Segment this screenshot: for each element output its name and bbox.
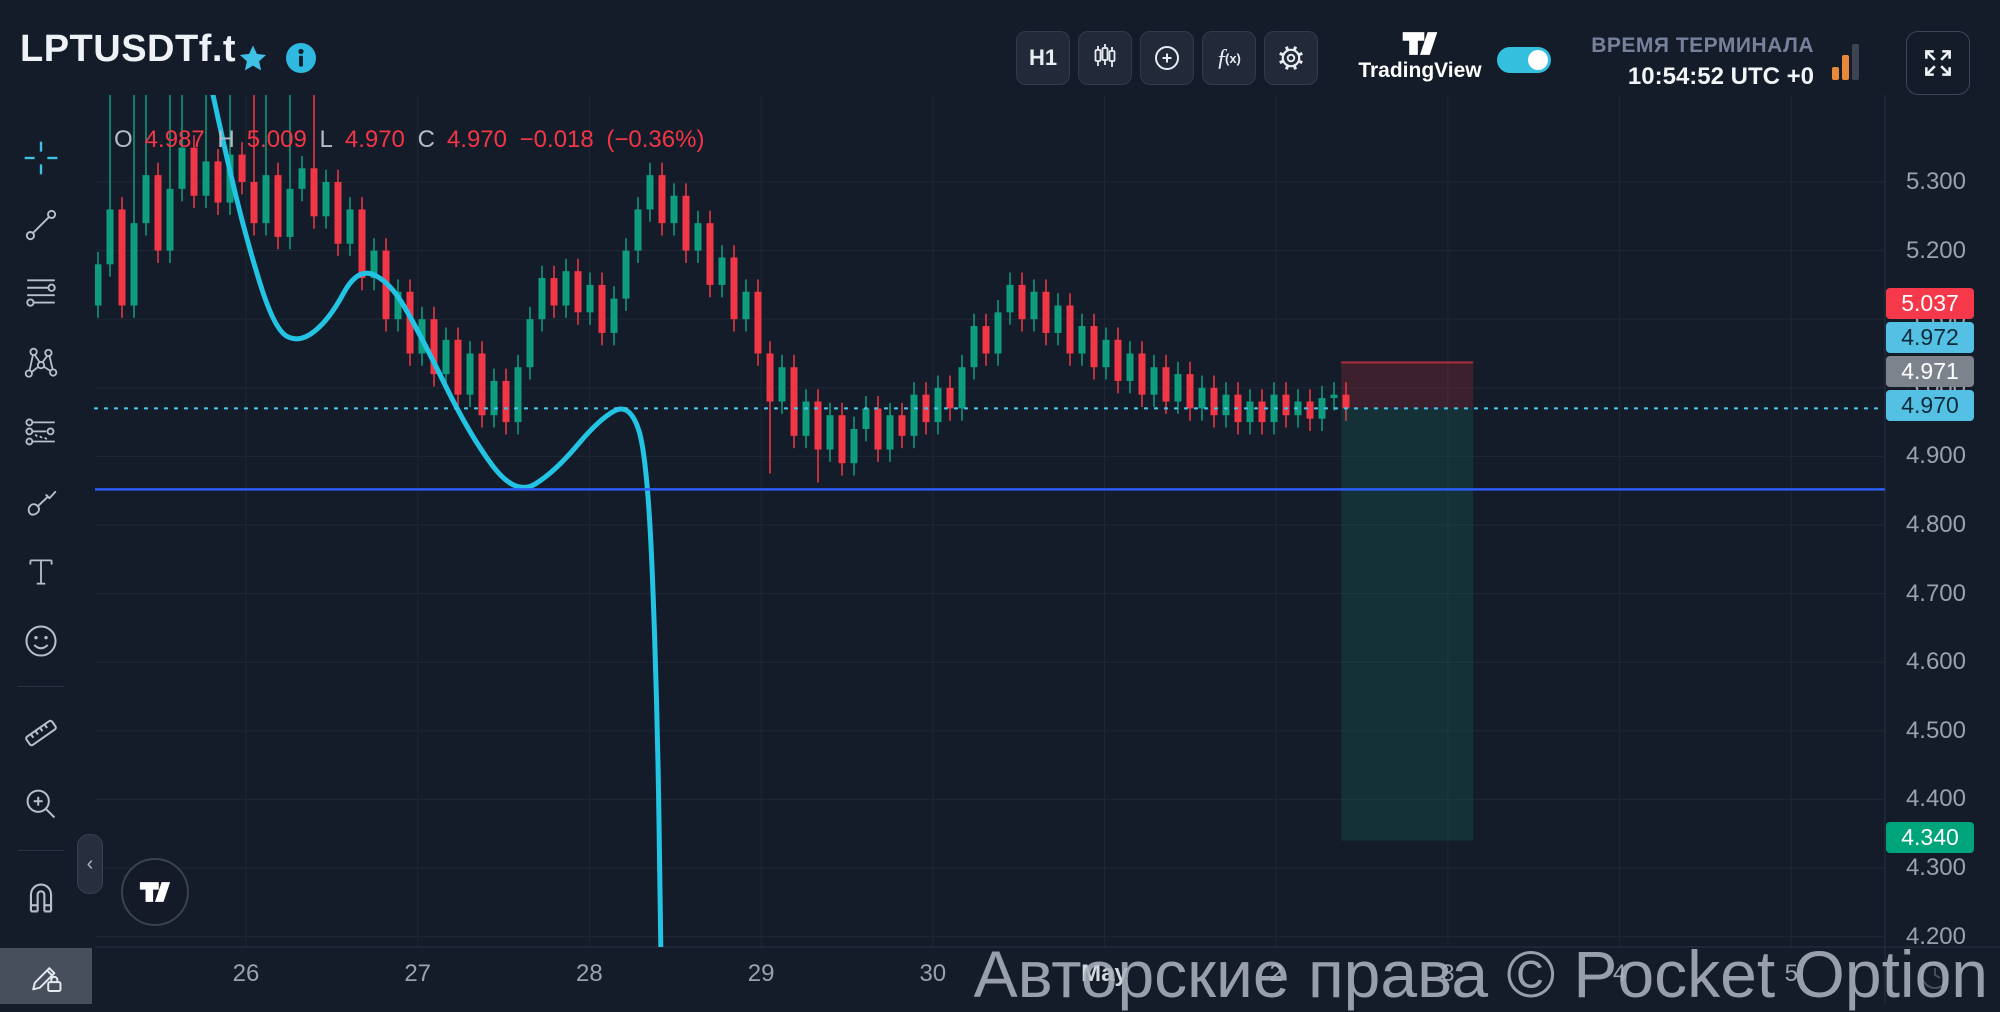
toolbar-divider xyxy=(18,686,64,687)
chart-type-button[interactable] xyxy=(1078,31,1132,85)
legend-close-value: 4.970 xyxy=(446,126,507,153)
price-badge: 4.972 xyxy=(1886,322,1974,353)
tradingview-logo[interactable]: TradingView xyxy=(1358,30,1482,84)
magnifier-plus-icon xyxy=(26,789,56,819)
xabcd-pattern-tool[interactable] xyxy=(21,343,61,383)
xabcd-icon xyxy=(24,347,58,378)
short-position-tool[interactable] xyxy=(1341,361,1474,841)
legend-low-value: 4.970 xyxy=(344,126,405,153)
price-axis-label[interactable]: 4.900 xyxy=(1905,442,1966,470)
indicator-line xyxy=(210,95,664,947)
toolbar-collapse-button[interactable]: ‹ xyxy=(77,834,103,894)
drawing-lock-tool[interactable] xyxy=(0,948,92,1004)
toggle-knob xyxy=(1528,50,1548,70)
tradingview-mark-icon xyxy=(139,882,171,902)
legend-open-label: O xyxy=(114,126,133,153)
price-badge: 5.037 xyxy=(1886,288,1974,319)
gear-icon xyxy=(1279,46,1303,70)
terminal-time-toggle[interactable] xyxy=(1497,47,1551,73)
pencil-lock-icon xyxy=(32,967,62,992)
zoom-in-tool[interactable] xyxy=(21,784,61,824)
projection-icon xyxy=(25,418,55,446)
time-axis-label[interactable]: 4 xyxy=(1612,960,1627,987)
horizontal-lines-icon xyxy=(26,279,56,307)
fullscreen-button[interactable] xyxy=(1906,31,1970,95)
timeframe-button[interactable]: H1 xyxy=(1016,31,1070,85)
indicators-button[interactable]: ƒ (x) xyxy=(1202,31,1256,85)
toolbar-divider xyxy=(18,850,64,851)
ruler-tool[interactable] xyxy=(21,713,61,753)
time-axis-label[interactable]: 29 xyxy=(747,960,775,987)
terminal-time-label: ВРЕМЯ ТЕРМИНАЛА xyxy=(1591,34,1814,57)
grid-lines xyxy=(95,95,1885,947)
symbol-title: LPTUSDTf.t xyxy=(20,28,237,70)
terminal-time-value: 10:54:52 UTC +0 xyxy=(1627,63,1814,90)
price-badge: 4.340 xyxy=(1886,822,1974,853)
legend-high-value: 5.009 xyxy=(246,126,307,153)
trend-line-icon xyxy=(25,209,57,241)
settings-button[interactable] xyxy=(1264,31,1318,85)
price-axis-label[interactable]: 4.500 xyxy=(1905,716,1966,744)
price-axis-label[interactable]: 4.300 xyxy=(1905,854,1966,881)
bottom-right-widget-icon[interactable] xyxy=(1918,958,1952,992)
emoji-tool[interactable] xyxy=(21,621,61,661)
time-axis-label[interactable]: 28 xyxy=(576,960,603,987)
fullscreen-arrows-icon xyxy=(1925,50,1951,76)
magnet-tool[interactable] xyxy=(21,878,61,918)
ohlc-legend: O 4.987 H 5.009 L 4.970 C 4.970 −0.018 (−0.3… xyxy=(114,126,710,154)
svg-text:(x): (x) xyxy=(1225,51,1241,66)
chevron-left-icon: ‹ xyxy=(86,852,94,875)
text-icon xyxy=(29,559,53,585)
crosshair-tool[interactable] xyxy=(21,138,61,178)
tradingview-mark-icon xyxy=(1402,32,1438,55)
price-axis-label[interactable]: 5.300 xyxy=(1905,168,1966,195)
brush-tool[interactable] xyxy=(21,483,61,523)
price-axis-label[interactable]: 5.200 xyxy=(1905,236,1966,264)
add-button[interactable] xyxy=(1140,31,1194,85)
time-axis-label[interactable]: 27 xyxy=(404,960,432,987)
time-axis-label[interactable]: 26 xyxy=(232,960,260,987)
price-axis-label[interactable]: 4.200 xyxy=(1905,922,1966,950)
info-icon[interactable] xyxy=(284,41,318,75)
text-tool[interactable] xyxy=(21,552,61,592)
plus-circle-icon xyxy=(1155,46,1179,70)
legend-close-label: C xyxy=(417,126,435,153)
time-axis-label[interactable]: 2 xyxy=(1269,960,1283,987)
copyright-watermark: Авторские права © Pocket Option xyxy=(973,937,1988,1011)
legend-change: −0.018 xyxy=(519,126,594,153)
price-badge: 4.971 xyxy=(1886,356,1974,387)
trend-line-tool[interactable] xyxy=(21,205,61,245)
legend-high-label: H xyxy=(217,126,235,153)
legend-open-value: 4.987 xyxy=(144,126,205,153)
brush-icon xyxy=(27,490,57,516)
legend-change-pct: (−0.36%) xyxy=(606,126,705,153)
legend-low-label: L xyxy=(319,126,333,153)
time-axis-label[interactable]: 30 xyxy=(919,960,947,987)
smiley-icon xyxy=(25,625,57,657)
crosshair-icon xyxy=(24,141,58,175)
tradingview-label: TradingView xyxy=(1358,59,1482,82)
time-axis-label[interactable]: 5 xyxy=(1784,960,1798,987)
price-axis-label[interactable]: 4.400 xyxy=(1905,785,1966,813)
price-badge: 4.970 xyxy=(1886,390,1974,421)
favorite-star-icon[interactable] xyxy=(237,43,269,75)
terminal-time: ВРЕМЯ ТЕРМИНАЛА 10:54:52 UTC +0 xyxy=(1560,34,1814,91)
fib-lines-tool[interactable] xyxy=(21,272,61,312)
time-axis-label[interactable]: 3 xyxy=(1441,960,1455,987)
price-axis-label[interactable]: 4.600 xyxy=(1905,648,1966,676)
connection-signal-icon xyxy=(1832,44,1862,80)
magnet-icon xyxy=(29,883,53,913)
svg-text:ƒ: ƒ xyxy=(1216,45,1228,71)
tradingview-watermark-logo[interactable] xyxy=(121,858,189,926)
price-axis-label[interactable]: 4.700 xyxy=(1905,579,1966,607)
price-axis-label[interactable]: 4.800 xyxy=(1905,511,1966,538)
projection-tool[interactable] xyxy=(21,413,61,453)
candles-icon xyxy=(1094,44,1116,67)
candles xyxy=(95,95,1350,483)
fx-icon: ƒ (x) xyxy=(1216,45,1241,71)
time-axis-label[interactable]: May xyxy=(1081,960,1128,987)
ruler-icon xyxy=(25,719,57,747)
